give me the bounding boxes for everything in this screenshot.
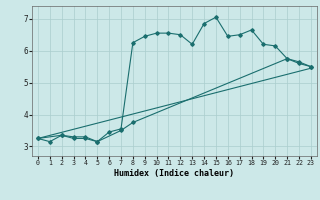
X-axis label: Humidex (Indice chaleur): Humidex (Indice chaleur) — [115, 169, 234, 178]
